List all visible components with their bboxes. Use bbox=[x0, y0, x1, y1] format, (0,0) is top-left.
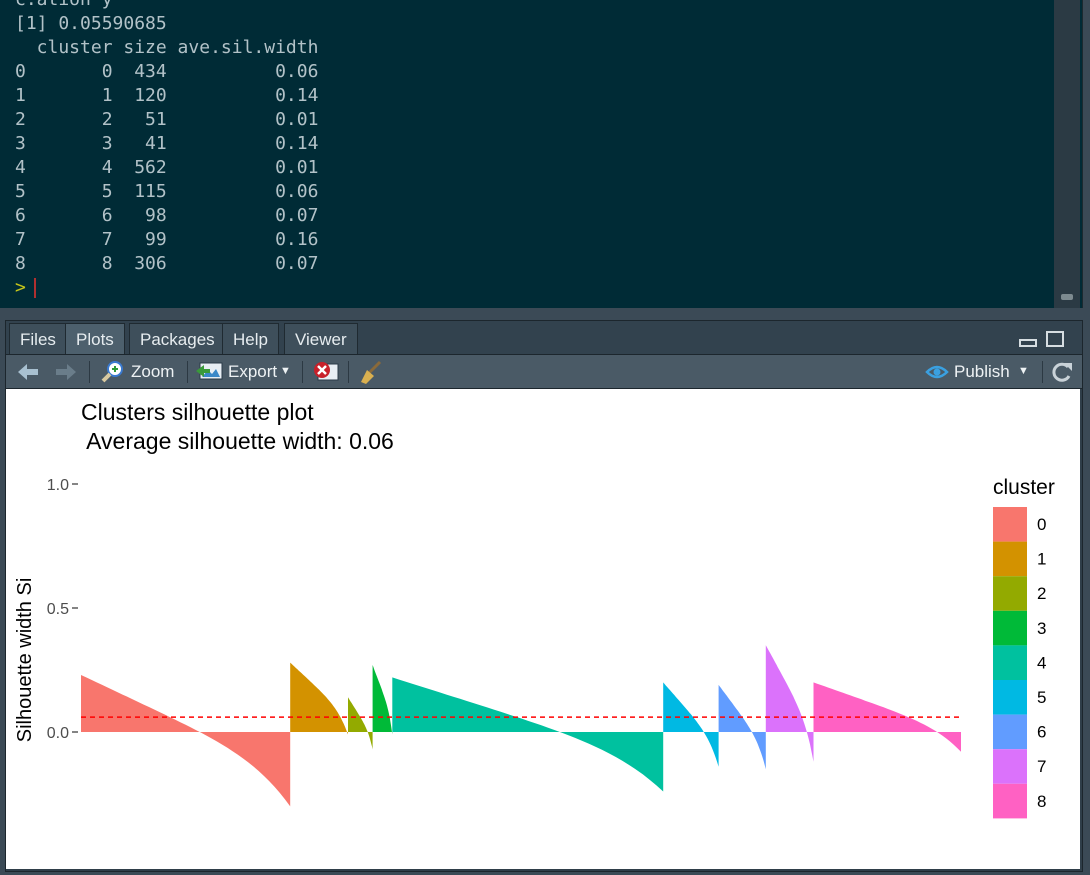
cluster-7-silhouette-bars bbox=[765, 645, 814, 762]
pane-tab-bar: Files Plots Packages Help Viewer bbox=[6, 321, 1082, 355]
export-dropdown-chevron-icon[interactable]: ▼ bbox=[280, 365, 291, 377]
tab-viewer[interactable]: Viewer bbox=[284, 323, 358, 354]
y-tick-label: 0.0 bbox=[47, 725, 69, 742]
console-cursor bbox=[33, 278, 36, 298]
legend-label-2: 2 bbox=[1037, 584, 1046, 603]
tab-help[interactable]: Help bbox=[222, 323, 279, 354]
console-output: c.ation y [1] 0.05590685 cluster size av… bbox=[15, 0, 319, 298]
legend-label-1: 1 bbox=[1037, 550, 1046, 569]
legend-label-3: 3 bbox=[1037, 619, 1046, 638]
legend-swatch-5 bbox=[993, 680, 1027, 715]
legend-swatch-4 bbox=[993, 645, 1027, 680]
plots-toolbar: Zoom Export ▼ Publish ▼ bbox=[6, 355, 1082, 389]
silhouette-bars bbox=[81, 645, 961, 807]
pane-splitter[interactable] bbox=[0, 308, 1090, 320]
legend-label-4: 4 bbox=[1037, 653, 1046, 672]
console-scrollbar[interactable] bbox=[1054, 0, 1080, 308]
legend-swatch-0 bbox=[993, 507, 1027, 542]
console-prompt: > bbox=[15, 277, 26, 298]
y-tick-label: 0.5 bbox=[47, 601, 69, 618]
minimize-icon[interactable] bbox=[1019, 339, 1037, 347]
legend-title: cluster bbox=[993, 476, 1055, 499]
cluster-6-silhouette-bars bbox=[718, 684, 766, 770]
silhouette-chart: Clusters silhouette plot Average silhoue… bbox=[14, 399, 1055, 819]
legend-label-0: 0 bbox=[1037, 515, 1046, 534]
chart-subtitle: Average silhouette width: 0.06 bbox=[81, 428, 394, 454]
cluster-1-silhouette-bars bbox=[290, 662, 348, 735]
y-axis-label: Silhouette width Si bbox=[14, 578, 36, 743]
forward-arrow-icon[interactable] bbox=[54, 362, 78, 382]
tab-plots[interactable]: Plots bbox=[65, 323, 125, 354]
back-arrow-icon[interactable] bbox=[16, 362, 40, 382]
plots-pane: Files Plots Packages Help Viewer Zoom Ex… bbox=[5, 320, 1083, 872]
export-button[interactable]: Export bbox=[228, 362, 278, 381]
cluster-4-silhouette-bars bbox=[392, 677, 664, 792]
cluster-0-silhouette-bars bbox=[81, 675, 291, 807]
publish-button[interactable]: Publish bbox=[954, 362, 1010, 381]
cluster-8-silhouette-bars bbox=[813, 682, 961, 752]
legend-swatch-2 bbox=[993, 576, 1027, 611]
console-scrollbar-thumb[interactable] bbox=[1061, 294, 1073, 300]
console-pane[interactable]: c.ation y [1] 0.05590685 cluster size av… bbox=[0, 0, 1083, 308]
legend-swatch-7 bbox=[993, 749, 1027, 784]
remove-plot-icon[interactable] bbox=[312, 361, 340, 383]
y-axis: 0.0 0.5 1.0 bbox=[47, 477, 78, 742]
zoom-button[interactable]: Zoom bbox=[131, 362, 175, 381]
chart-title: Clusters silhouette plot bbox=[81, 399, 314, 425]
legend-label-6: 6 bbox=[1037, 723, 1046, 742]
legend-swatch-1 bbox=[993, 541, 1027, 577]
plot-viewer: Clusters silhouette plot Average silhoue… bbox=[6, 389, 1080, 869]
legend-label-7: 7 bbox=[1037, 757, 1046, 776]
legend-label-8: 8 bbox=[1037, 792, 1046, 811]
zoom-icon[interactable] bbox=[100, 360, 126, 384]
export-image-icon[interactable] bbox=[196, 361, 224, 383]
legend: 0 1 2 3 4 5 6 7 8 bbox=[993, 507, 1046, 819]
publish-dropdown-chevron-icon[interactable]: ▼ bbox=[1018, 365, 1029, 377]
clear-all-broom-icon[interactable] bbox=[358, 360, 384, 384]
tab-files[interactable]: Files bbox=[9, 323, 67, 354]
refresh-icon[interactable] bbox=[1050, 361, 1074, 383]
cluster-5-silhouette-bars bbox=[663, 682, 719, 767]
maximize-icon[interactable] bbox=[1046, 331, 1064, 347]
cluster-3-silhouette-bars bbox=[372, 665, 393, 735]
legend-swatch-6 bbox=[993, 714, 1027, 750]
legend-swatch-8 bbox=[993, 783, 1027, 819]
legend-swatch-3 bbox=[993, 610, 1027, 646]
legend-label-5: 5 bbox=[1037, 688, 1046, 707]
cluster-2-silhouette-bars bbox=[348, 697, 373, 750]
publish-icon[interactable] bbox=[924, 362, 950, 382]
y-tick-label: 1.0 bbox=[47, 477, 69, 494]
tab-packages[interactable]: Packages bbox=[129, 323, 226, 354]
